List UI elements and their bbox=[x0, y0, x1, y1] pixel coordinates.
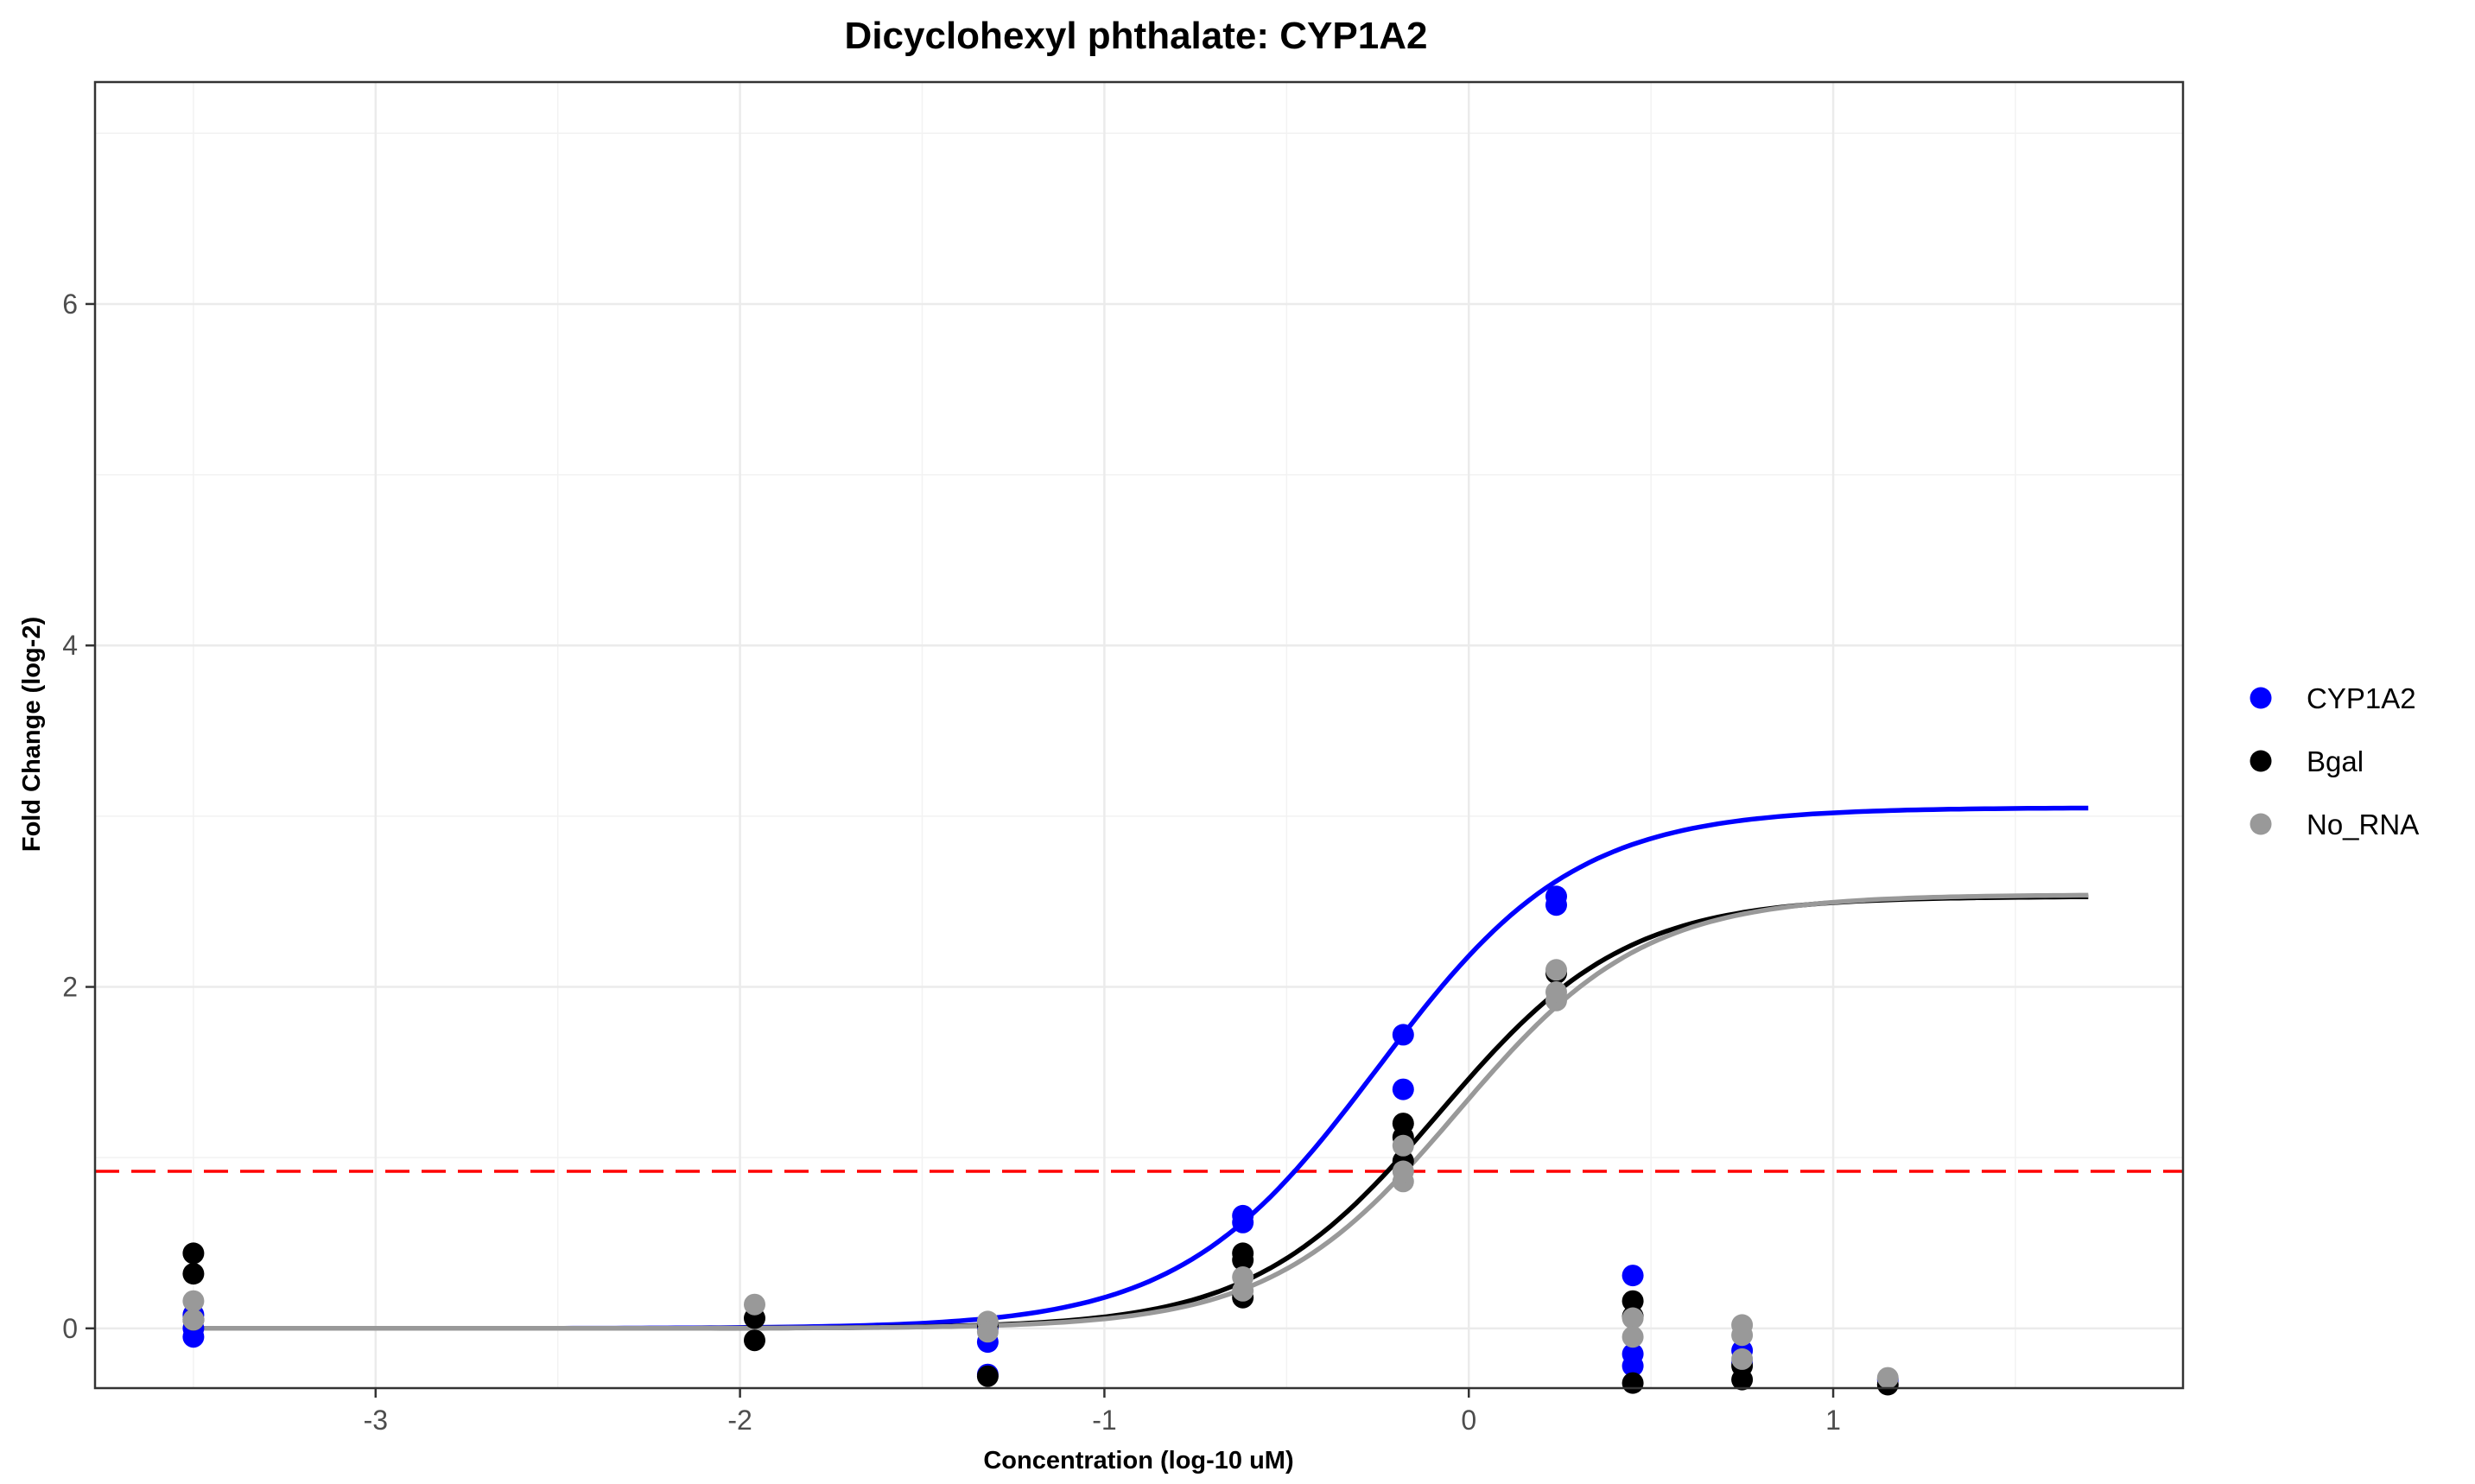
data-point-bgal bbox=[976, 1365, 999, 1387]
data-point-no-rna bbox=[1545, 959, 1567, 981]
data-point-bgal bbox=[1621, 1372, 1644, 1394]
data-point-no-rna bbox=[182, 1309, 205, 1331]
x-tick-label: 0 bbox=[1461, 1405, 1476, 1436]
data-point-bgal bbox=[182, 1242, 205, 1265]
data-point-no-rna bbox=[1232, 1266, 1254, 1288]
x-tick-label: 1 bbox=[1825, 1405, 1841, 1436]
y-tick-label: 6 bbox=[62, 289, 78, 320]
data-point-no-rna bbox=[1392, 1160, 1414, 1183]
data-point-no-rna bbox=[1731, 1324, 1754, 1347]
data-point-bgal bbox=[182, 1263, 205, 1285]
data-point-cyp1a2 bbox=[1392, 1078, 1414, 1100]
legend-key bbox=[2250, 687, 2272, 709]
data-point-no-rna bbox=[976, 1321, 999, 1343]
legend-label: Bgal bbox=[2307, 745, 2364, 777]
legend-item-no-rna: No_RNA bbox=[2250, 809, 2419, 840]
y-axis-title: Fold Change (log-2) bbox=[18, 617, 46, 852]
data-point-cyp1a2 bbox=[1232, 1204, 1254, 1227]
data-point-no-rna bbox=[1621, 1307, 1644, 1329]
data-point-no-rna bbox=[1392, 1134, 1414, 1157]
legend-item-cyp1a2: CYP1A2 bbox=[2250, 682, 2416, 714]
data-point-no-rna bbox=[744, 1293, 765, 1316]
y-tick-label: 4 bbox=[62, 630, 78, 661]
data-point-no-rna bbox=[1545, 981, 1567, 1003]
y-tick-label: 2 bbox=[62, 972, 78, 1003]
data-point-no-rna bbox=[1621, 1326, 1644, 1348]
data-point-no-rna bbox=[182, 1290, 205, 1312]
legend-label: No_RNA bbox=[2307, 809, 2419, 840]
legend-label: CYP1A2 bbox=[2307, 682, 2416, 714]
data-point-cyp1a2 bbox=[1545, 885, 1567, 908]
x-tick-label: -1 bbox=[1092, 1405, 1116, 1436]
data-point-bgal bbox=[1232, 1242, 1254, 1265]
legend-item-bgal: Bgal bbox=[2250, 745, 2364, 777]
fit-curves bbox=[193, 805, 2089, 1331]
legend-key bbox=[2250, 813, 2272, 835]
y-tick-label: 0 bbox=[62, 1313, 78, 1344]
data-point-no-rna bbox=[1731, 1348, 1754, 1370]
data-point-bgal bbox=[1621, 1290, 1644, 1312]
chart-title: Dicyclohexyl phthalate: CYP1A2 bbox=[845, 15, 1428, 57]
data-point-bgal bbox=[744, 1329, 765, 1352]
data-point-bgal bbox=[1731, 1368, 1754, 1391]
fit-curve-no-rna bbox=[193, 892, 2089, 1331]
data-point-no-rna bbox=[1876, 1367, 1899, 1389]
data-point-bgal bbox=[1392, 1113, 1414, 1135]
data-point-cyp1a2 bbox=[1621, 1354, 1644, 1377]
x-axis-title: Concentration (log-10 uM) bbox=[983, 1447, 1293, 1474]
data-point-cyp1a2 bbox=[1621, 1265, 1644, 1287]
x-axis: -3 -2 -1 0 1 bbox=[364, 1388, 1841, 1436]
x-tick-label: -3 bbox=[364, 1405, 388, 1436]
plot-panel bbox=[93, 80, 2185, 1396]
legend: CYP1A2 Bgal No_RNA bbox=[2250, 682, 2419, 840]
panel-border bbox=[93, 80, 2185, 1390]
legend-key bbox=[2250, 750, 2272, 772]
y-axis: 0 2 4 6 bbox=[62, 289, 95, 1344]
data-point-cyp1a2 bbox=[1392, 1024, 1414, 1046]
panel-background bbox=[95, 82, 2183, 1388]
x-tick-label: -2 bbox=[727, 1405, 752, 1436]
